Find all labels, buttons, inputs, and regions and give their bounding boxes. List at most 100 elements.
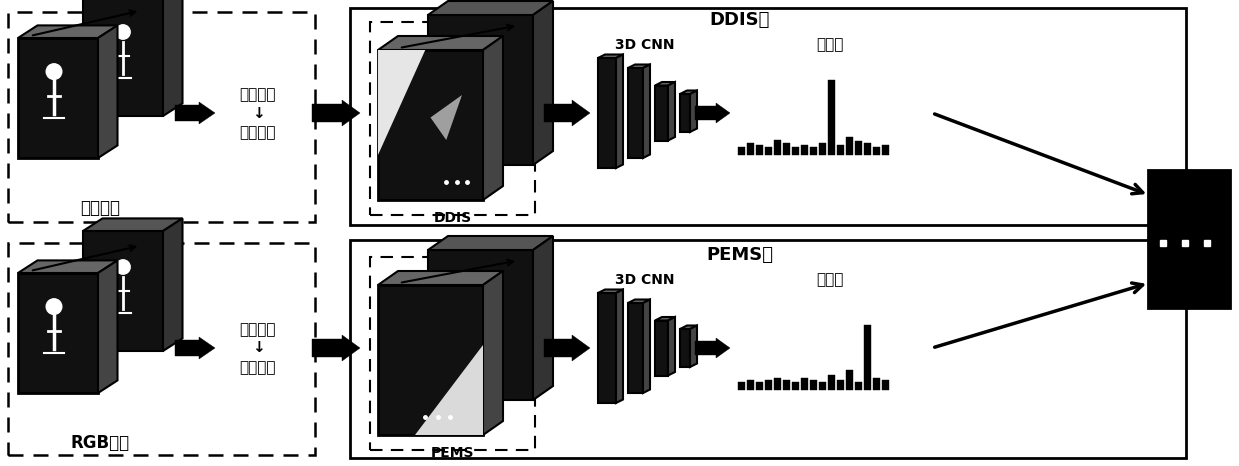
Polygon shape [312, 335, 361, 361]
Bar [838, 145, 844, 155]
Polygon shape [430, 95, 462, 140]
Bar [800, 145, 808, 155]
Polygon shape [83, 231, 164, 351]
Circle shape [115, 25, 130, 39]
Text: 姿势评估: 姿势评估 [240, 322, 276, 337]
Polygon shape [19, 38, 98, 158]
Bar [810, 147, 817, 155]
Text: 深度视频: 深度视频 [81, 199, 120, 217]
Bar [783, 143, 790, 155]
Polygon shape [415, 345, 483, 435]
Polygon shape [378, 50, 425, 155]
Polygon shape [598, 289, 623, 293]
Polygon shape [533, 236, 553, 400]
Polygon shape [680, 90, 698, 94]
Polygon shape [598, 293, 616, 403]
Polygon shape [655, 82, 675, 85]
Bar [828, 375, 835, 390]
Bar [882, 380, 890, 390]
Polygon shape [628, 64, 650, 68]
Bar [747, 143, 755, 155]
Polygon shape [680, 329, 690, 367]
Polygon shape [378, 271, 503, 285]
Polygon shape [19, 26, 118, 38]
Bar [810, 380, 817, 390]
Polygon shape [427, 1, 553, 15]
Bar [7, 243, 315, 455]
Polygon shape [628, 300, 650, 303]
Polygon shape [483, 271, 503, 435]
Bar [1149, 170, 1230, 308]
Polygon shape [83, 219, 182, 231]
Text: 稀确采样: 稀确采样 [240, 361, 276, 376]
Bar [738, 382, 745, 390]
Polygon shape [690, 90, 698, 132]
Bar [756, 145, 763, 155]
Polygon shape [164, 219, 182, 351]
Bar [855, 382, 862, 390]
Polygon shape [680, 325, 698, 329]
Text: 排序池化: 排序池化 [240, 125, 276, 141]
Polygon shape [598, 55, 623, 58]
Text: 类得分: 类得分 [817, 273, 844, 288]
Polygon shape [695, 338, 730, 358]
Polygon shape [668, 82, 675, 141]
Bar [747, 380, 755, 390]
Polygon shape [628, 303, 643, 393]
Polygon shape [175, 337, 216, 359]
Bar [7, 12, 315, 222]
Polygon shape [19, 260, 118, 273]
Polygon shape [628, 68, 643, 158]
Polygon shape [98, 26, 118, 158]
Polygon shape [616, 289, 623, 403]
Text: PEMS流: PEMS流 [706, 246, 773, 264]
Bar [828, 80, 835, 155]
Text: ↓: ↓ [252, 105, 264, 121]
Bar [846, 370, 852, 390]
Bar [783, 380, 790, 390]
Bar [349, 8, 1186, 225]
Bar [846, 137, 852, 155]
Bar [764, 380, 772, 390]
Bar [855, 141, 862, 155]
Bar [873, 378, 880, 390]
Text: ↓: ↓ [252, 341, 264, 356]
Polygon shape [533, 1, 553, 165]
Polygon shape [312, 100, 361, 126]
Polygon shape [544, 100, 590, 126]
Bar [774, 378, 781, 390]
Text: DDIS: DDIS [434, 211, 472, 225]
Polygon shape [427, 15, 533, 165]
Polygon shape [83, 0, 164, 116]
Polygon shape [483, 36, 503, 200]
Text: 滑动窗口: 滑动窗口 [240, 88, 276, 103]
Polygon shape [616, 55, 623, 168]
Text: PEMS: PEMS [431, 446, 475, 460]
Polygon shape [655, 321, 668, 376]
Polygon shape [643, 300, 650, 393]
Bar [792, 147, 799, 155]
Polygon shape [378, 36, 503, 50]
Text: 3D CNN: 3D CNN [616, 38, 675, 52]
Circle shape [46, 64, 62, 79]
Polygon shape [655, 317, 675, 321]
Polygon shape [175, 102, 216, 124]
Polygon shape [643, 64, 650, 158]
Polygon shape [19, 273, 98, 393]
Bar [349, 240, 1186, 458]
Bar [738, 147, 745, 155]
Bar [864, 325, 871, 390]
Bar [800, 378, 808, 390]
Bar [756, 382, 763, 390]
Bar [819, 382, 826, 390]
Polygon shape [690, 325, 698, 367]
Circle shape [46, 299, 62, 315]
Polygon shape [655, 85, 668, 141]
Polygon shape [668, 317, 675, 376]
Bar [873, 147, 880, 155]
Bar [882, 145, 890, 155]
Bar [792, 382, 799, 390]
Polygon shape [427, 250, 533, 400]
Polygon shape [544, 335, 590, 361]
Polygon shape [164, 0, 182, 116]
